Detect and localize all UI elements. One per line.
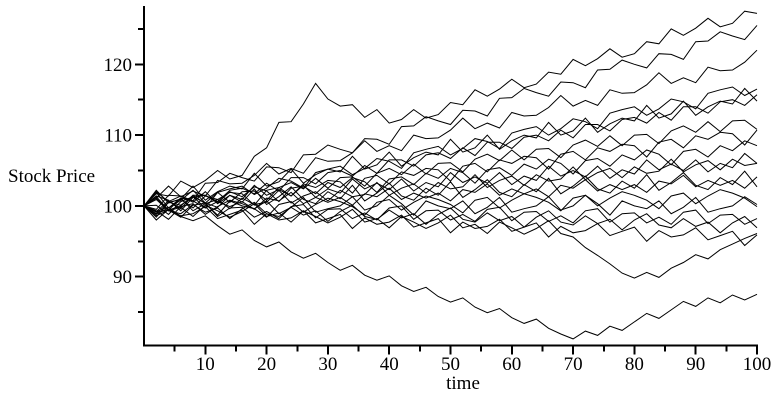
series-path-14 <box>143 189 758 220</box>
series-path-02 <box>143 25 758 210</box>
series-path-07 <box>143 119 758 216</box>
x-tick-label-70: 70 <box>564 354 583 375</box>
series-path-05 <box>143 94 758 213</box>
y-tick-label-100: 100 <box>104 196 133 217</box>
series-path-19 <box>143 197 758 279</box>
series-path-04 <box>143 86 758 215</box>
series-path-18 <box>143 205 758 247</box>
x-tick-label-50: 50 <box>441 354 460 375</box>
series-path-06 <box>143 87 758 207</box>
series-path-16 <box>143 202 758 225</box>
y-tick-label-110: 110 <box>104 126 132 147</box>
series-path-03 <box>143 49 758 207</box>
series-path-01 <box>143 10 758 207</box>
x-tick-label-20: 20 <box>257 354 276 375</box>
x-tick-label-40: 40 <box>380 354 399 375</box>
x-tick-label-100: 100 <box>743 354 772 375</box>
y-tick-label-120: 120 <box>104 55 133 76</box>
y-tick-label-90: 90 <box>113 267 132 288</box>
series-path-09 <box>143 140 758 212</box>
x-tick-label-30: 30 <box>318 354 337 375</box>
x-tick-label-10: 10 <box>196 354 215 375</box>
series-path-17 <box>143 198 758 234</box>
x-tick-label-80: 80 <box>625 354 644 375</box>
series-path-20 <box>143 205 758 340</box>
y-axis-title: Stock Price <box>8 166 96 187</box>
x-axis-title: time <box>446 373 480 394</box>
x-tick-label-90: 90 <box>686 354 705 375</box>
x-tick-label-60: 60 <box>502 354 521 375</box>
series-path-11 <box>143 152 758 207</box>
series-path-10 <box>143 158 758 213</box>
series-path-13 <box>143 170 758 209</box>
